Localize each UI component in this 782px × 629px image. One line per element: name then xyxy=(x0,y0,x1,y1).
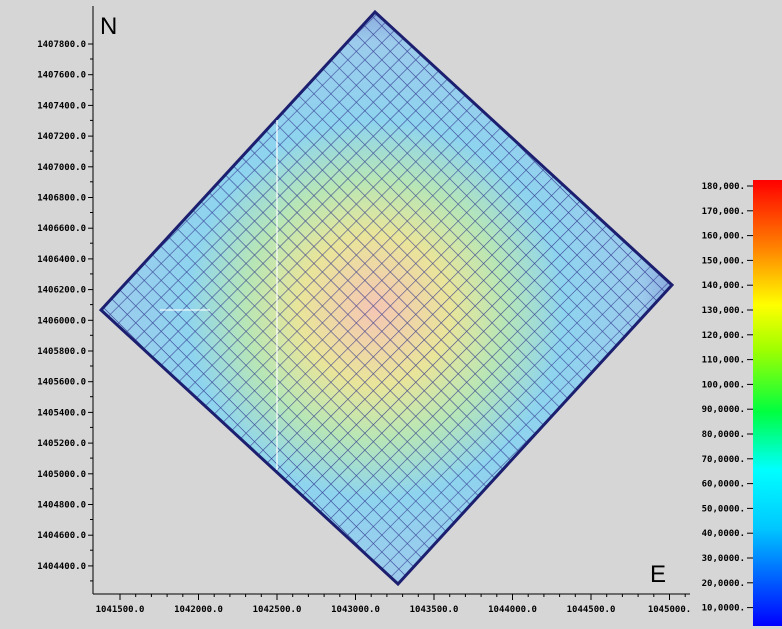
colorbar-label: 80,0000. xyxy=(702,430,745,440)
colorbar-label: 140,000. xyxy=(702,281,745,291)
colorbar-label: 180,000. xyxy=(702,182,745,192)
x-axis-labels: 1041500.0 1042000.0 1042500.0 1043000.0 1043… xyxy=(96,594,691,615)
colorbar-label: 170,000. xyxy=(702,207,745,217)
x-tick-label: 1042500.0 xyxy=(253,605,302,615)
y-tick-label: 1404400.0 xyxy=(37,562,86,572)
colorbar-label: 10,0000. xyxy=(702,604,745,614)
colorbar-labels: 180,000. 170,000. 160,000. 150,000. 140,000.… xyxy=(702,182,753,614)
colorbar-label: 100,000. xyxy=(702,380,745,390)
y-tick-label: 1405000.0 xyxy=(37,470,86,480)
colorbar-label: 70,0000. xyxy=(702,455,745,465)
y-tick-label: 1406400.0 xyxy=(37,255,86,265)
east-label: E xyxy=(650,561,666,588)
colorbar-label: 30,0000. xyxy=(702,554,745,564)
y-tick-label: 1405600.0 xyxy=(37,378,86,388)
x-tick-label: 1043500.0 xyxy=(410,605,459,615)
colorbar-label: 60,0000. xyxy=(702,480,745,490)
colorbar-label: 90,0000. xyxy=(702,405,745,415)
colorbar-label: 50,0000. xyxy=(702,504,745,514)
colorbar-label: 160,000. xyxy=(702,232,745,242)
survey-diamond xyxy=(98,9,675,587)
y-tick-label: 1406000.0 xyxy=(37,316,86,326)
x-tick-label: 1043000.0 xyxy=(331,605,380,615)
north-label: N xyxy=(100,13,117,40)
y-axis-labels: 1407800.0 1407600.0 1407400.0 1407200.0 1407… xyxy=(37,40,93,582)
y-tick-label: 1405200.0 xyxy=(37,439,86,449)
y-tick-label: 1406800.0 xyxy=(37,194,86,204)
y-tick-label: 1406600.0 xyxy=(37,224,86,234)
y-tick-label: 1407400.0 xyxy=(37,101,86,111)
colorbar-label: 40,0000. xyxy=(702,529,745,539)
colorbar: 180,000. 170,000. 160,000. 150,000. 140,000.… xyxy=(702,180,782,626)
colorbar-gradient xyxy=(753,180,782,626)
colorbar-label: 20,0000. xyxy=(702,579,745,589)
colorbar-label: 120,000. xyxy=(702,331,745,341)
colorbar-label: 150,000. xyxy=(702,256,745,266)
x-tick-label: 1042000.0 xyxy=(174,605,223,615)
y-tick-label: 1406200.0 xyxy=(37,286,86,296)
colorbar-label: 130,000. xyxy=(702,306,745,316)
x-tick-label: 1044500.0 xyxy=(567,605,616,615)
y-tick-label: 1405400.0 xyxy=(37,408,86,418)
x-tick-label: 1044000.0 xyxy=(488,605,537,615)
y-tick-label: 1407200.0 xyxy=(37,132,86,142)
x-tick-label: 1041500.0 xyxy=(96,605,145,615)
y-tick-label: 1407600.0 xyxy=(37,71,86,81)
y-tick-label: 1404600.0 xyxy=(37,531,86,541)
x-tick-label: 1045000. xyxy=(648,605,691,615)
y-tick-label: 1407000.0 xyxy=(37,163,86,173)
colorbar-label: 110,000. xyxy=(702,356,745,366)
y-tick-label: 1404800.0 xyxy=(37,501,86,511)
y-tick-label: 1407800.0 xyxy=(37,40,86,50)
y-tick-label: 1405800.0 xyxy=(37,347,86,357)
